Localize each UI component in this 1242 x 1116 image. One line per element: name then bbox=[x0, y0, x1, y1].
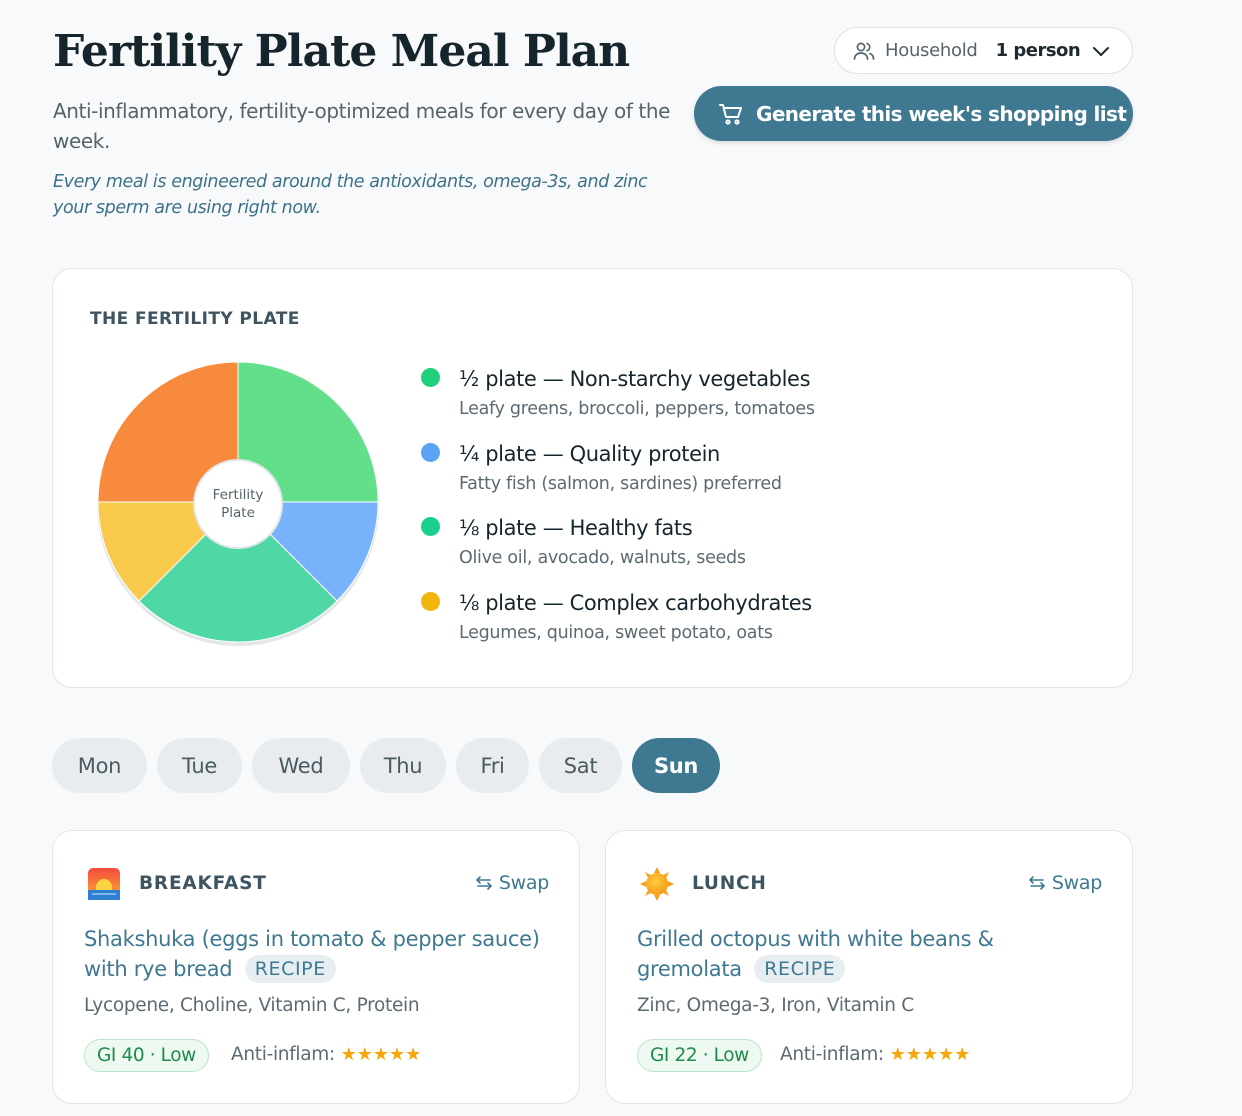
legend-title: ⅛ plate — Healthy fats bbox=[459, 516, 693, 540]
vegetables-wedge bbox=[237, 361, 379, 503]
people-icon bbox=[853, 41, 875, 61]
generate-shopping-list-label: Generate this week's shopping list bbox=[756, 101, 1127, 126]
fertility-plate-card: THE FERTILITY PLATE Fertility Plate ½ pl… bbox=[52, 268, 1133, 688]
plate-center-line2: Plate bbox=[221, 505, 255, 521]
day-tabs: Mon Tue Wed Thu Fri Sat Sun bbox=[52, 738, 730, 793]
legend-description: Leafy greens, broccoli, peppers, tomatoe… bbox=[459, 399, 815, 419]
star-rating: ★★★★★ bbox=[340, 1044, 422, 1065]
legend-dot bbox=[421, 591, 440, 611]
sun-icon bbox=[640, 867, 674, 901]
swap-label: Swap bbox=[498, 872, 549, 894]
meal-card-breakfast: BREAKFAST Swap Shakshuka (eggs in tomato… bbox=[52, 830, 580, 1104]
star-rating: ★★★★★ bbox=[889, 1044, 971, 1065]
meal-nutrients: Lycopene, Choline, Vitamin C, Protein bbox=[84, 995, 420, 1016]
meal-type-label: LUNCH bbox=[692, 873, 767, 894]
sunrise-icon bbox=[87, 867, 121, 901]
recipe-button[interactable]: RECIPE bbox=[754, 955, 846, 983]
tab-sat[interactable]: Sat bbox=[539, 738, 622, 793]
legend-title: ⅛ plate — Complex carbohydrates bbox=[459, 590, 812, 615]
tab-mon[interactable]: Mon bbox=[52, 738, 147, 793]
meal-name: Shakshuka (eggs in tomato & pepper sauce… bbox=[84, 924, 564, 984]
swap-icon bbox=[1028, 875, 1046, 891]
healthy-fats-wedge bbox=[138, 501, 338, 643]
tab-thu[interactable]: Thu bbox=[360, 738, 446, 793]
legend-description: Olive oil, avocado, walnuts, seeds bbox=[459, 548, 746, 568]
plate-center-label: Fertility Plate bbox=[193, 459, 283, 549]
generate-shopping-list-button[interactable]: Generate this week's shopping list bbox=[694, 86, 1133, 141]
anti-inflam-rating: Anti-inflam: ★★★★★ bbox=[231, 1044, 421, 1065]
gi-badge: GI 22 · Low bbox=[637, 1039, 762, 1072]
anti-inflam-label: Anti-inflam: bbox=[780, 1044, 884, 1065]
legend-title: ½ plate — Non-starchy vegetables bbox=[459, 367, 811, 391]
meal-name: Grilled octopus with white beans & gremo… bbox=[637, 924, 1027, 984]
legend-description: Fatty fish (salmon, sardines) preferred bbox=[459, 473, 782, 494]
chevron-down-icon bbox=[1092, 45, 1110, 57]
tab-tue[interactable]: Tue bbox=[157, 738, 242, 793]
recipe-button[interactable]: RECIPE bbox=[244, 955, 336, 983]
page-tagline: Every meal is engineered around the anti… bbox=[53, 172, 648, 218]
legend-description: Legumes, quinoa, sweet potato, oats bbox=[459, 622, 773, 643]
meal-card-lunch: LUNCH Swap Grilled octopus with white be… bbox=[605, 830, 1133, 1104]
anti-inflam-label: Anti-inflam: bbox=[231, 1044, 335, 1065]
household-select[interactable]: Household 1 person bbox=[834, 27, 1133, 74]
plate-center-line1: Fertility bbox=[212, 487, 264, 503]
cart-icon bbox=[718, 102, 744, 126]
household-label: Household bbox=[885, 40, 978, 61]
legend-item-protein: ¼ plate — Quality protein Fatty fish (sa… bbox=[421, 440, 1121, 515]
tab-wed[interactable]: Wed bbox=[252, 738, 350, 793]
swap-button[interactable]: Swap bbox=[475, 872, 549, 894]
plate-heading: THE FERTILITY PLATE bbox=[90, 309, 300, 329]
gi-badge: GI 40 · Low bbox=[84, 1039, 209, 1072]
tab-fri[interactable]: Fri bbox=[456, 738, 529, 793]
swap-label: Swap bbox=[1051, 872, 1102, 894]
legend-item-healthy-fats: ⅛ plate — Healthy fats Olive oil, avocad… bbox=[421, 514, 1121, 589]
page-subtitle: Anti-inflammatory, fertility-optimized m… bbox=[53, 99, 671, 153]
anti-inflam-rating: Anti-inflam: ★★★★★ bbox=[780, 1044, 970, 1065]
plate-legend: ½ plate — Non-starchy vegetables Leafy g… bbox=[421, 365, 1121, 663]
legend-item-vegetables: ½ plate — Non-starchy vegetables Leafy g… bbox=[421, 365, 1121, 440]
legend-dot bbox=[421, 368, 440, 387]
tab-sun[interactable]: Sun bbox=[632, 738, 720, 793]
page-title: Fertility Plate Meal Plan bbox=[53, 26, 630, 77]
legend-dot bbox=[421, 442, 440, 462]
meal-nutrients: Zinc, Omega-3, Iron, Vitamin C bbox=[637, 995, 914, 1016]
legend-title: ¼ plate — Quality protein bbox=[459, 441, 720, 466]
household-value: 1 person bbox=[995, 40, 1081, 61]
meal-name-link[interactable]: Grilled octopus with white beans & gremo… bbox=[637, 927, 994, 981]
swap-button[interactable]: Swap bbox=[1028, 872, 1102, 894]
swap-icon bbox=[475, 875, 493, 891]
legend-dot bbox=[421, 517, 440, 536]
meal-type-label: BREAKFAST bbox=[139, 873, 267, 894]
extra-wedge bbox=[97, 361, 239, 503]
legend-item-carbohydrates: ⅛ plate — Complex carbohydrates Legumes,… bbox=[421, 589, 1121, 664]
meal-name-link[interactable]: Shakshuka (eggs in tomato & pepper sauce… bbox=[84, 927, 540, 981]
